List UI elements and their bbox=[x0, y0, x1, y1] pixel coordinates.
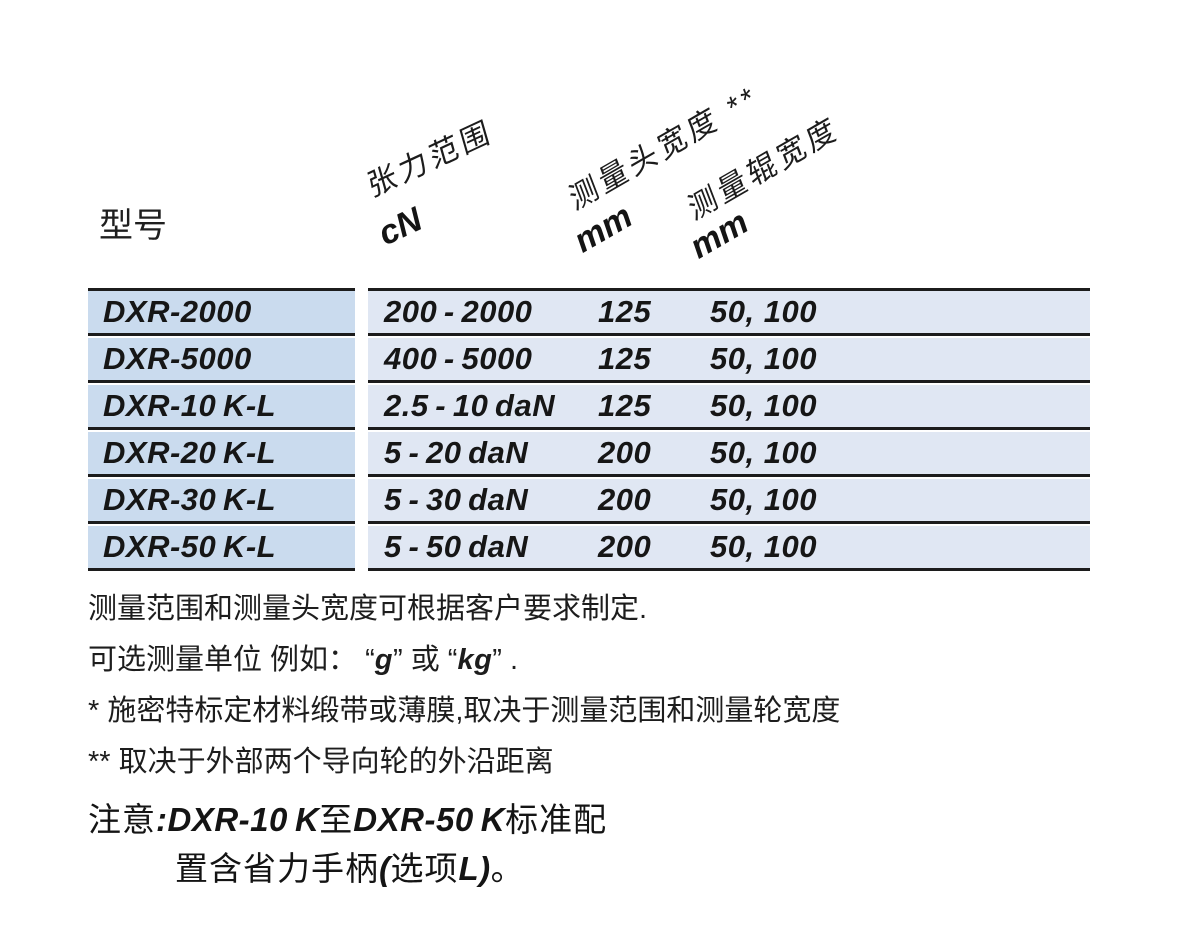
footnote-asterisk-one: * 施密特标定材料缎带或薄膜,取决于测量范围和测量轮宽度 bbox=[88, 695, 841, 727]
table-row: 5 - 30 daN 200 50, 100 bbox=[368, 479, 1090, 524]
head-width-cell: 125 bbox=[598, 388, 652, 423]
model-cell: DXR-50 K-L bbox=[103, 529, 277, 564]
note-block: 注意:DXR-10 K至DXR-50 K标准配 置含省力手柄(选项L)。 bbox=[88, 795, 607, 893]
column-header-tension-unit: cN bbox=[372, 200, 428, 254]
table-row: 200 - 2000 125 50, 100 bbox=[368, 291, 1090, 336]
table-row: 5 - 20 daN 200 50, 100 bbox=[368, 432, 1090, 477]
footnote-custom-range: 测量范围和测量头宽度可根据客户要求制定. bbox=[88, 593, 648, 625]
footnote-asterisk-two: ** 取决于外部两个导向轮的外沿距离 bbox=[88, 746, 554, 778]
model-cell: DXR-30 K-L bbox=[103, 482, 277, 517]
tension-cell: 5 - 30 daN bbox=[384, 482, 529, 517]
note-line-1: 注意:DXR-10 K至DXR-50 K标准配 bbox=[88, 801, 608, 838]
roller-width-cell: 50, 100 bbox=[710, 388, 817, 423]
table-row: DXR-20 K-L bbox=[88, 432, 355, 477]
spec-table: 200 - 2000 125 50, 100 400 - 5000 125 50… bbox=[368, 288, 1090, 573]
table-row: 2.5 - 10 daN 125 50, 100 bbox=[368, 385, 1090, 430]
table-row: 400 - 5000 125 50, 100 bbox=[368, 338, 1090, 383]
model-table: DXR-2000 DXR-5000 DXR-10 K-L DXR-20 K-L … bbox=[88, 288, 355, 573]
head-width-cell: 200 bbox=[598, 482, 652, 517]
roller-width-cell: 50, 100 bbox=[710, 341, 817, 376]
head-width-cell: 200 bbox=[598, 529, 652, 564]
table-row: DXR-5000 bbox=[88, 338, 355, 383]
table-row: DXR-2000 bbox=[88, 291, 355, 336]
footnote-units: 可选测量单位 例如： “g” 或 “kg” . bbox=[88, 644, 519, 676]
model-cell: DXR-2000 bbox=[103, 294, 252, 329]
head-width-cell: 125 bbox=[598, 294, 652, 329]
model-column-header: 型号 bbox=[99, 207, 167, 245]
column-header-tension-label: 张力范围 bbox=[364, 114, 497, 205]
note-line-2: 置含省力手柄(选项L)。 bbox=[175, 850, 525, 887]
roller-width-cell: 50, 100 bbox=[710, 294, 817, 329]
model-cell: DXR-20 K-L bbox=[103, 435, 277, 470]
roller-width-cell: 50, 100 bbox=[710, 482, 817, 517]
head-width-cell: 125 bbox=[598, 341, 652, 376]
table-row: DXR-50 K-L bbox=[88, 526, 355, 571]
tension-cell: 5 - 20 daN bbox=[384, 435, 529, 470]
table-row: DXR-10 K-L bbox=[88, 385, 355, 430]
tension-cell: 5 - 50 daN bbox=[384, 529, 529, 564]
model-cell: DXR-10 K-L bbox=[103, 388, 277, 423]
tension-cell: 200 - 2000 bbox=[384, 294, 533, 329]
roller-width-cell: 50, 100 bbox=[710, 435, 817, 470]
table-row: DXR-30 K-L bbox=[88, 479, 355, 524]
table-row: 5 - 50 daN 200 50, 100 bbox=[368, 526, 1090, 571]
footnotes: 测量范围和测量头宽度可根据客户要求制定. 可选测量单位 例如： “g” 或 “k… bbox=[88, 584, 840, 788]
tension-cell: 400 - 5000 bbox=[384, 341, 533, 376]
model-cell: DXR-5000 bbox=[103, 341, 252, 376]
head-width-cell: 200 bbox=[598, 435, 652, 470]
tension-cell: 2.5 - 10 daN bbox=[384, 388, 556, 423]
roller-width-cell: 50, 100 bbox=[710, 529, 817, 564]
